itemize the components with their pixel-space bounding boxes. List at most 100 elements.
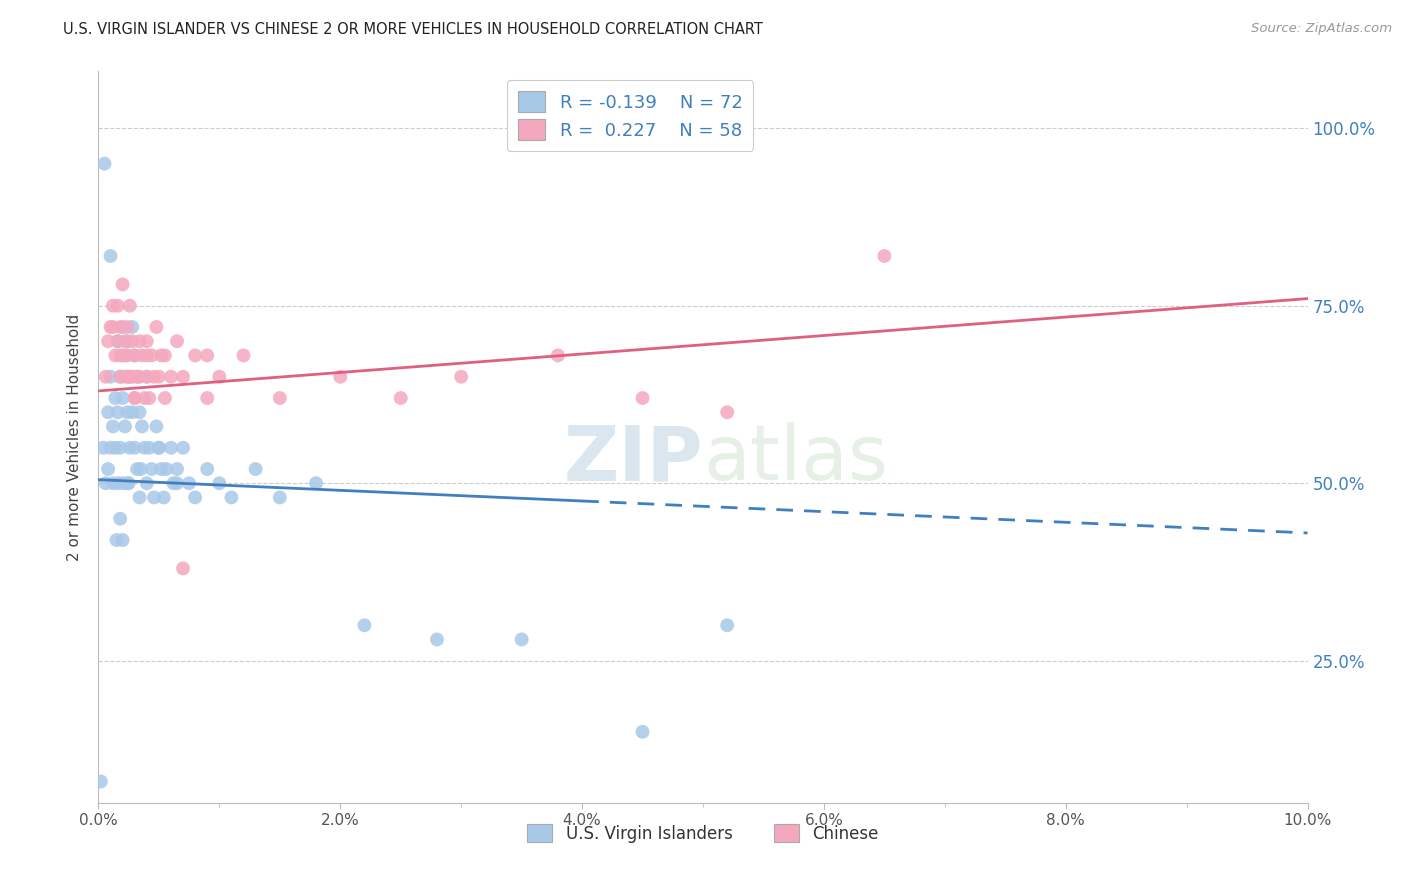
Point: [94, 369, 117, 384]
Point: [107, 405, 129, 419]
Point: [117, 348, 139, 362]
Point: [160, 441, 183, 455]
Point: [127, 369, 149, 384]
Point: [160, 369, 183, 384]
Point: [195, 391, 218, 405]
Point: [100, 249, 122, 263]
Point: [105, 533, 128, 547]
Point: [172, 561, 194, 575]
Point: [127, 369, 149, 384]
Point: [118, 369, 141, 384]
Point: [124, 348, 146, 362]
Text: ZIP: ZIP: [564, 422, 703, 496]
Point: [107, 476, 129, 491]
Point: [97, 462, 120, 476]
Point: [97, 405, 120, 419]
Point: [148, 369, 170, 384]
Point: [117, 334, 139, 349]
Point: [121, 334, 143, 349]
Point: [138, 441, 160, 455]
Point: [101, 299, 124, 313]
Point: [108, 348, 131, 362]
Point: [124, 391, 146, 405]
Point: [128, 369, 150, 384]
Point: [631, 724, 654, 739]
Point: [117, 320, 139, 334]
Point: [128, 334, 150, 349]
Point: [184, 491, 207, 505]
Point: [148, 441, 170, 455]
Point: [94, 476, 117, 491]
Point: [145, 320, 167, 334]
Point: [121, 405, 143, 419]
Point: [124, 441, 146, 455]
Point: [108, 441, 131, 455]
Point: [97, 334, 120, 349]
Point: [107, 299, 129, 313]
Point: [108, 512, 131, 526]
Point: [118, 299, 141, 313]
Point: [101, 419, 124, 434]
Point: [111, 320, 134, 334]
Point: [153, 391, 176, 405]
Point: [155, 462, 177, 476]
Point: [148, 441, 170, 455]
Text: U.S. VIRGIN ISLANDER VS CHINESE 2 OR MORE VEHICLES IN HOUSEHOLD CORRELATION CHAR: U.S. VIRGIN ISLANDER VS CHINESE 2 OR MOR…: [63, 22, 763, 37]
Text: Source: ZipAtlas.com: Source: ZipAtlas.com: [1251, 22, 1392, 36]
Point: [172, 369, 194, 384]
Point: [162, 476, 184, 491]
Y-axis label: 2 or more Vehicles in Household: 2 or more Vehicles in Household: [67, 313, 83, 561]
Point: [101, 320, 124, 334]
Point: [135, 348, 157, 362]
Point: [91, 441, 114, 455]
Point: [172, 441, 194, 455]
Point: [111, 348, 134, 362]
Point: [127, 462, 149, 476]
Point: [135, 369, 157, 384]
Point: [121, 369, 143, 384]
Point: [118, 441, 141, 455]
Point: [128, 491, 150, 505]
Point: [111, 391, 134, 405]
Point: [124, 391, 146, 405]
Point: [269, 491, 291, 505]
Point: [104, 441, 127, 455]
Point: [143, 369, 166, 384]
Point: [104, 348, 127, 362]
Point: [131, 348, 153, 362]
Point: [114, 334, 136, 349]
Point: [138, 391, 160, 405]
Point: [108, 369, 131, 384]
Point: [143, 491, 166, 505]
Point: [93, 156, 115, 170]
Point: [631, 391, 654, 405]
Point: [145, 419, 167, 434]
Point: [135, 334, 157, 349]
Point: [117, 476, 139, 491]
Point: [150, 462, 173, 476]
Point: [111, 277, 134, 292]
Point: [135, 369, 157, 384]
Point: [221, 491, 243, 505]
Text: atlas: atlas: [703, 422, 887, 496]
Point: [873, 249, 896, 263]
Point: [131, 419, 153, 434]
Point: [716, 618, 738, 632]
Point: [114, 348, 136, 362]
Point: [90, 774, 112, 789]
Legend: U.S. Virgin Islanders, Chinese: U.S. Virgin Islanders, Chinese: [520, 818, 886, 849]
Point: [107, 334, 129, 349]
Point: [129, 462, 152, 476]
Point: [111, 533, 134, 547]
Point: [166, 476, 188, 491]
Point: [510, 632, 533, 647]
Point: [117, 405, 139, 419]
Point: [135, 476, 157, 491]
Point: [195, 348, 218, 362]
Point: [152, 491, 174, 505]
Point: [389, 391, 412, 405]
Point: [100, 441, 122, 455]
Point: [166, 462, 188, 476]
Point: [166, 334, 188, 349]
Point: [121, 320, 143, 334]
